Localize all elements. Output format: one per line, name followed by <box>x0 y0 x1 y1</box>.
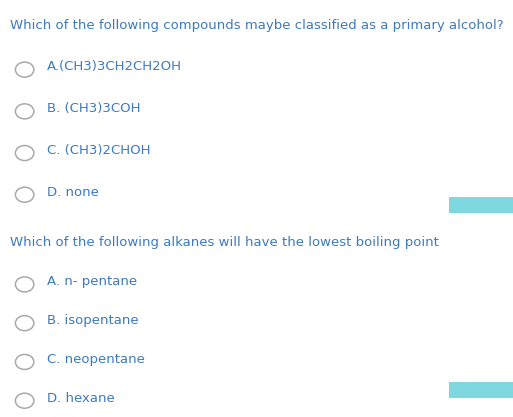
FancyBboxPatch shape <box>449 382 513 398</box>
Text: B. isopentane: B. isopentane <box>47 314 139 327</box>
Text: D. none: D. none <box>47 186 99 198</box>
Text: D. hexane: D. hexane <box>47 392 115 404</box>
Text: C. (CH3)2CHOH: C. (CH3)2CHOH <box>47 144 151 157</box>
Text: A.(CH3)3CH2CH2OH: A.(CH3)3CH2CH2OH <box>47 60 182 73</box>
Text: Which of the following alkanes will have the lowest boiling point: Which of the following alkanes will have… <box>10 236 439 249</box>
Text: A. n- pentane: A. n- pentane <box>47 275 137 288</box>
Text: Which of the following compounds maybe classified as a primary alcohol?: Which of the following compounds maybe c… <box>10 19 504 32</box>
Text: C. neopentane: C. neopentane <box>47 353 145 366</box>
Text: B. (CH3)3COH: B. (CH3)3COH <box>47 102 141 115</box>
FancyBboxPatch shape <box>449 197 513 213</box>
